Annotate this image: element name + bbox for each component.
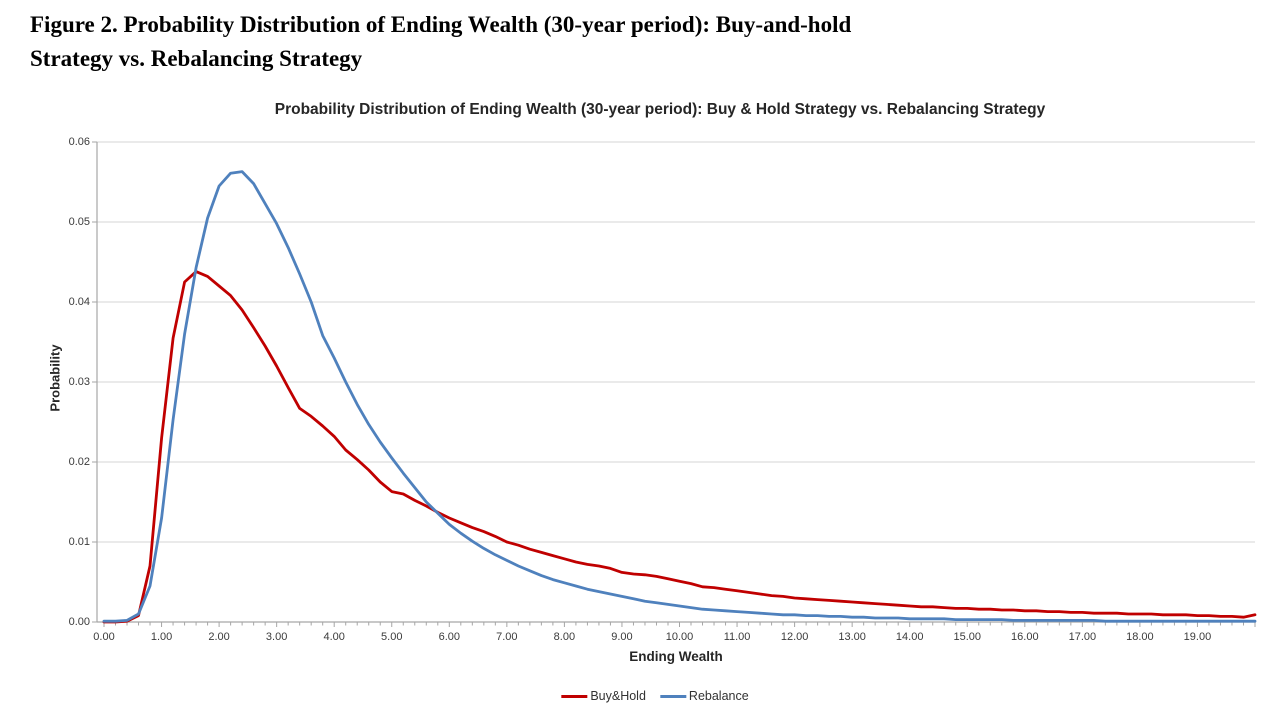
y-tick-label: 0.03 — [68, 375, 90, 388]
x-tick-label: 18.00 — [1126, 631, 1154, 643]
x-tick-label: 4.00 — [323, 631, 345, 643]
buyhold-line-swatch — [561, 694, 588, 698]
x-tick-label: 11.00 — [723, 631, 751, 643]
y-tick-label: 0.06 — [68, 135, 90, 148]
x-tick-label: 0.00 — [93, 631, 115, 643]
x-tick-label: 7.00 — [496, 631, 518, 643]
y-tick-label: 0.02 — [68, 455, 90, 468]
x-tick-label: 13.00 — [838, 631, 866, 643]
x-tick-label: 3.00 — [265, 631, 288, 643]
x-tick-label: 12.00 — [780, 631, 809, 643]
x-tick-label: 17.00 — [1068, 631, 1097, 643]
x-tick-label: 9.00 — [611, 631, 633, 643]
y-tick-label: 0.01 — [68, 535, 90, 548]
y-tick-label: 0.00 — [68, 615, 90, 628]
x-tick-label: 10.00 — [665, 631, 694, 643]
chart-legend: Buy&Hold Rebalance — [561, 689, 749, 703]
legend-item-buyhold: Buy&Hold — [561, 689, 646, 703]
y-tick-label: 0.04 — [68, 295, 90, 308]
chart-title: Probability Distribution of Ending Wealt… — [274, 101, 1046, 118]
buyhold-line-series — [102, 270, 1257, 624]
rebalance-line-series — [102, 170, 1257, 623]
x-tick-label: 19.00 — [1183, 631, 1212, 643]
x-tick-label: 16.00 — [1011, 631, 1039, 643]
rebalance-line-swatch — [659, 694, 686, 698]
x-tick-label: 2.00 — [208, 631, 230, 643]
figure-caption-line-1: Figure 2. Probability Distribution of En… — [30, 12, 852, 37]
legend-label-buyhold: Buy&Hold — [590, 689, 646, 703]
x-tick-label: 1.00 — [150, 631, 173, 643]
x-axis-title: Ending Wealth — [629, 649, 723, 664]
x-tick-label: 15.00 — [953, 631, 982, 643]
legend-item-rebalance: Rebalance — [659, 689, 749, 703]
y-tick-label: 0.05 — [68, 215, 90, 228]
x-tick-label: 6.00 — [438, 631, 460, 643]
x-tick-label: 14.00 — [895, 631, 924, 643]
legend-label-rebalance: Rebalance — [688, 689, 749, 703]
figure-caption: Figure 2. Probability Distribution of En… — [30, 8, 1260, 76]
x-tick-label: 5.00 — [381, 631, 403, 643]
x-tick-label: 8.00 — [553, 631, 576, 643]
figure-caption-line-2: Strategy vs. Rebalancing Strategy — [30, 46, 363, 71]
